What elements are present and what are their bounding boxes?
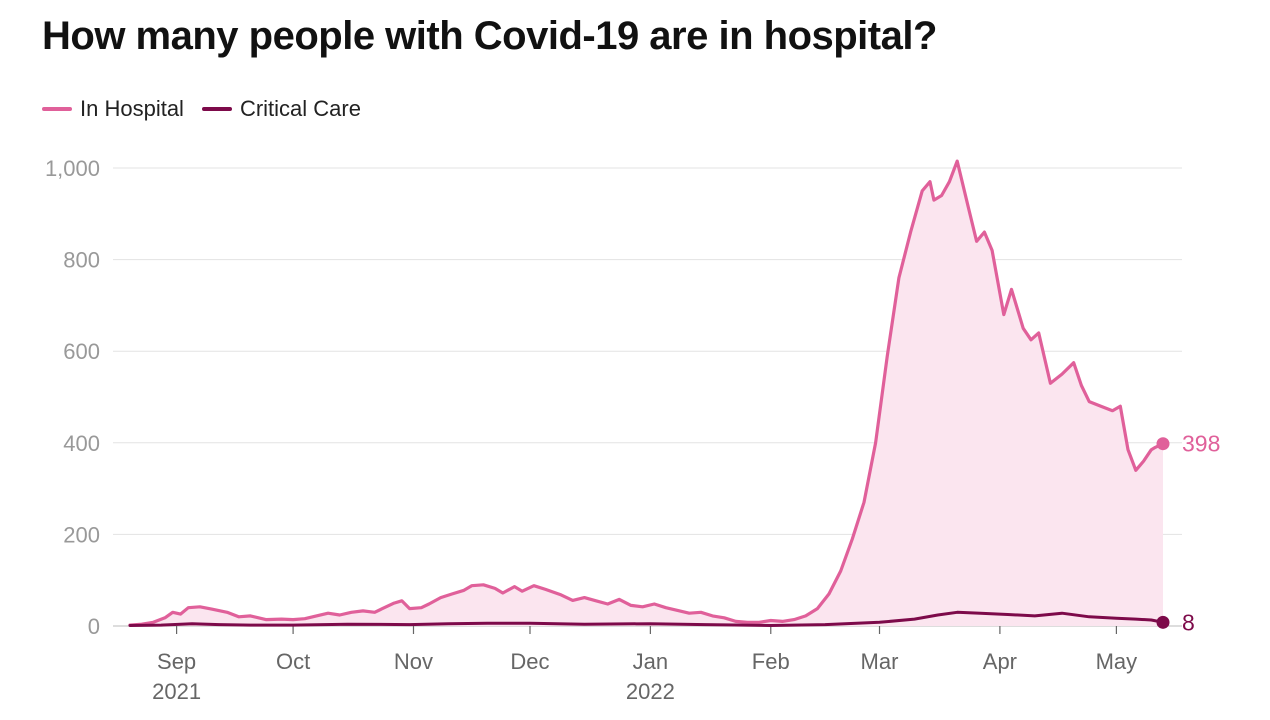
end-label-in-hospital: 398 bbox=[1182, 431, 1220, 457]
x-tick-sublabel: 2021 bbox=[152, 679, 201, 704]
x-tick-label: Oct bbox=[276, 649, 310, 674]
end-marker-critical-care bbox=[1156, 615, 1170, 629]
x-tick-label: Sep bbox=[157, 649, 196, 674]
legend: In Hospital Critical Care bbox=[42, 96, 379, 122]
x-tick-label: Feb bbox=[752, 649, 790, 674]
y-tick-label: 800 bbox=[63, 248, 100, 273]
legend-swatch-critical-care bbox=[201, 107, 232, 111]
y-tick-label: 0 bbox=[88, 614, 100, 639]
legend-item-critical-care: Critical Care bbox=[201, 96, 361, 122]
end-label-critical-care: 8 bbox=[1182, 609, 1195, 635]
x-tick-sublabel: 2022 bbox=[626, 679, 675, 704]
y-tick-label: 600 bbox=[63, 339, 100, 364]
legend-label-in-hospital: In Hospital bbox=[80, 96, 184, 121]
x-tick-label: Dec bbox=[510, 649, 549, 674]
x-tick-label: May bbox=[1096, 649, 1138, 674]
chart-title: How many people with Covid-19 are in hos… bbox=[42, 14, 937, 58]
line-in-hospital bbox=[128, 159, 1165, 627]
x-tick-label: Apr bbox=[983, 649, 1017, 674]
line-critical-care bbox=[128, 610, 1165, 627]
x-tick-label: Mar bbox=[861, 649, 899, 674]
legend-swatch-in-hospital bbox=[42, 107, 72, 111]
y-tick-label: 200 bbox=[63, 522, 100, 547]
legend-item-in-hospital: In Hospital bbox=[42, 96, 184, 122]
area-in-hospital bbox=[130, 161, 1163, 626]
x-tick-label: Jan bbox=[633, 649, 668, 674]
end-marker-in-hospital bbox=[1156, 437, 1170, 451]
legend-label-critical-care: Critical Care bbox=[239, 96, 361, 121]
x-tick-label: Nov bbox=[394, 649, 433, 674]
y-tick-label: 400 bbox=[63, 431, 100, 456]
y-tick-label: 1,000 bbox=[45, 156, 100, 181]
